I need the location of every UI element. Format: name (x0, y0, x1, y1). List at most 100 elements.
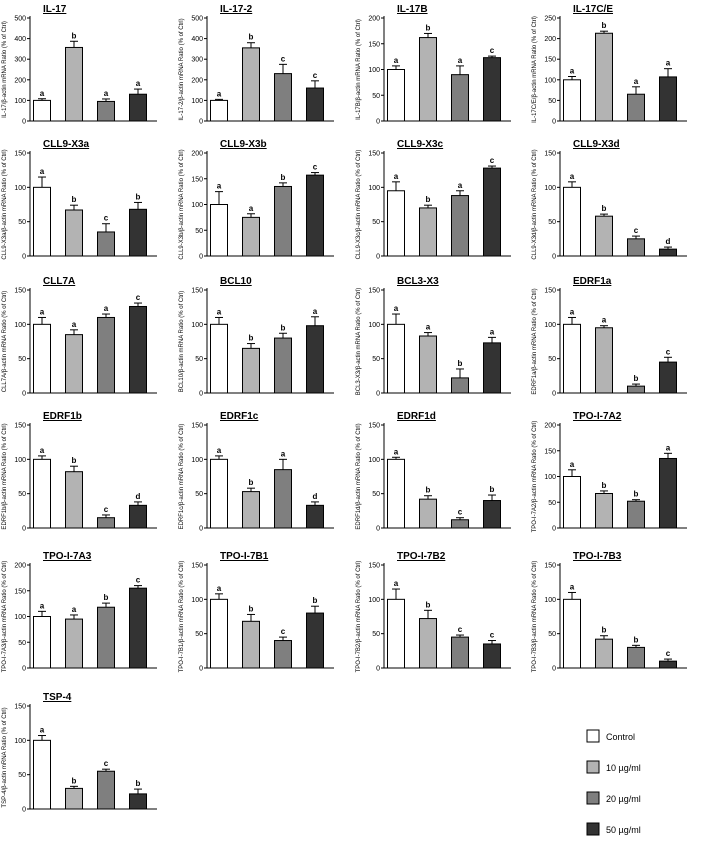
y-axis-label: EDRF1a/β-actin mRNA Ratio (% of Ctrl) (532, 288, 538, 394)
bar-10-g-ml (595, 215, 613, 257)
significance-letter: b (602, 626, 607, 635)
significance-letter: c (281, 54, 286, 63)
bar-20-g-ml (451, 195, 469, 257)
significance-letter: a (634, 77, 639, 86)
y-tick-label: 0 (376, 391, 380, 398)
legend-label: 50 µg/ml (606, 825, 641, 835)
y-tick-label: 0 (199, 254, 203, 261)
y-tick-label: 0 (22, 807, 26, 814)
significance-letter: a (217, 584, 222, 593)
bar-20-g-ml (97, 100, 115, 122)
legend-swatch (586, 760, 600, 774)
y-tick-label: 100 (368, 67, 380, 74)
bar-control (563, 323, 581, 394)
panel-title: CLL9-X3a (43, 139, 90, 150)
y-tick-label: 50 (372, 491, 380, 498)
significance-letter: c (666, 347, 671, 356)
y-tick-label: 150 (544, 448, 556, 455)
bar-20-g-ml (627, 93, 645, 122)
panel-edrf1b: EDRF1b EDRF1b/β-actin mRNA Ratio (% of Ct… (2, 411, 157, 533)
chart-legend: Control 10 µg/ml 20 µg/ml 50 µg/ml (586, 729, 641, 836)
significance-letter: b (458, 359, 463, 368)
significance-letter: d (136, 492, 141, 501)
y-tick-label: 50 (195, 631, 203, 638)
bar-control (210, 204, 228, 257)
bar-control (563, 598, 581, 669)
significance-letter: b (72, 31, 77, 40)
significance-letter: a (570, 582, 575, 591)
significance-letter: a (570, 67, 575, 76)
significance-letter: c (136, 576, 141, 585)
bar-20-g-ml (627, 385, 645, 394)
panel-tsp-4: TSP-4 TSP-4/β-actin mRNA Ratio (% of Ctrl… (2, 692, 157, 814)
y-tick-label: 150 (14, 704, 26, 711)
legend-item: 20 µg/ml (586, 791, 641, 805)
significance-letter: c (458, 508, 463, 517)
bar-20-g-ml (274, 337, 292, 394)
y-axis-label: IL-17C/E/β-actin mRNA Ratio (% of Ctrl) (532, 16, 538, 123)
significance-letter: a (394, 579, 399, 588)
bar-control (33, 99, 51, 122)
bar-10-g-ml (595, 32, 613, 122)
bar-control (210, 598, 228, 669)
y-tick-label: 150 (368, 288, 380, 295)
significance-letter: a (570, 172, 575, 181)
y-tick-label: 500 (191, 16, 203, 23)
significance-letter: b (249, 604, 254, 613)
bar-50-g-ml (129, 208, 147, 257)
panel-title: EDRF1b (43, 411, 82, 422)
y-axis-label: CLL9-X3d/β-actin mRNA Ratio (% of Ctrl) (532, 149, 538, 259)
bar-50-g-ml (659, 457, 677, 529)
y-tick-label: 100 (14, 322, 26, 329)
y-tick-label: 50 (195, 228, 203, 235)
y-axis-label: TPO-I-7B1/β-actin mRNA Ratio (% of Ctrl) (179, 561, 185, 673)
y-tick-label: 100 (14, 614, 26, 621)
y-tick-label: 0 (22, 526, 26, 533)
bar-10-g-ml (595, 638, 613, 669)
panel-cll9-x3b: CLL9-X3b CLL9-X3b/β-actin mRNA Ratio (% o… (179, 139, 334, 261)
significance-letter: b (249, 33, 254, 42)
significance-letter: c (136, 293, 141, 302)
panel-title: TSP-4 (43, 692, 72, 703)
y-tick-label: 50 (372, 631, 380, 638)
significance-letter: c (313, 163, 318, 172)
y-tick-label: 200 (544, 36, 556, 43)
panel-il-17c-e: IL-17C/E IL-17C/E/β-actin mRNA Ratio (% o… (532, 4, 687, 126)
y-tick-label: 150 (544, 563, 556, 570)
significance-letter: b (72, 456, 77, 465)
y-tick-label: 150 (14, 588, 26, 595)
y-tick-label: 100 (191, 322, 203, 329)
bar-10-g-ml (242, 47, 260, 122)
y-axis-label: IL-17B/β-actin mRNA Ratio (% of Ctrl) (356, 19, 362, 120)
panel-tpo-i-7b3: TPO-I-7B3 TPO-I-7B3/β-actin mRNA Ratio (%… (532, 551, 687, 673)
bar-control (387, 323, 405, 394)
significance-letter: c (281, 627, 286, 636)
bar-20-g-ml (451, 74, 469, 122)
y-tick-label: 50 (548, 98, 556, 105)
bar-10-g-ml (65, 209, 83, 257)
legend-swatch (586, 729, 600, 743)
significance-letter: b (249, 334, 254, 343)
significance-letter: b (281, 173, 286, 182)
y-tick-label: 0 (552, 254, 556, 261)
y-tick-label: 400 (14, 36, 26, 43)
significance-letter: c (104, 214, 109, 223)
significance-letter: a (217, 446, 222, 455)
significance-letter: a (72, 605, 77, 614)
panel-il-17-2: IL-17-2 IL-17-2/β-actin mRNA Ratio (% of … (179, 4, 334, 126)
bar-20-g-ml (97, 770, 115, 810)
y-tick-label: 0 (199, 119, 203, 126)
panel-title: EDRF1c (220, 411, 259, 422)
panel-bcl3-x3: BCL3-X3 BCL3-X3/β-actin mRNA Ratio (% of … (356, 276, 511, 398)
panel-title: BCL3-X3 (397, 276, 439, 287)
bar-20-g-ml (274, 185, 292, 257)
y-tick-label: 0 (376, 666, 380, 673)
panel-title: CLL9-X3c (397, 139, 444, 150)
panel-title: IL-17B (397, 4, 428, 15)
y-tick-label: 0 (376, 119, 380, 126)
significance-letter: a (40, 307, 45, 316)
y-tick-label: 0 (199, 391, 203, 398)
y-tick-label: 50 (195, 356, 203, 363)
bar-control (210, 99, 228, 122)
panel-edrf1d: EDRF1d EDRF1d/β-actin mRNA Ratio (% of Ct… (356, 411, 511, 533)
